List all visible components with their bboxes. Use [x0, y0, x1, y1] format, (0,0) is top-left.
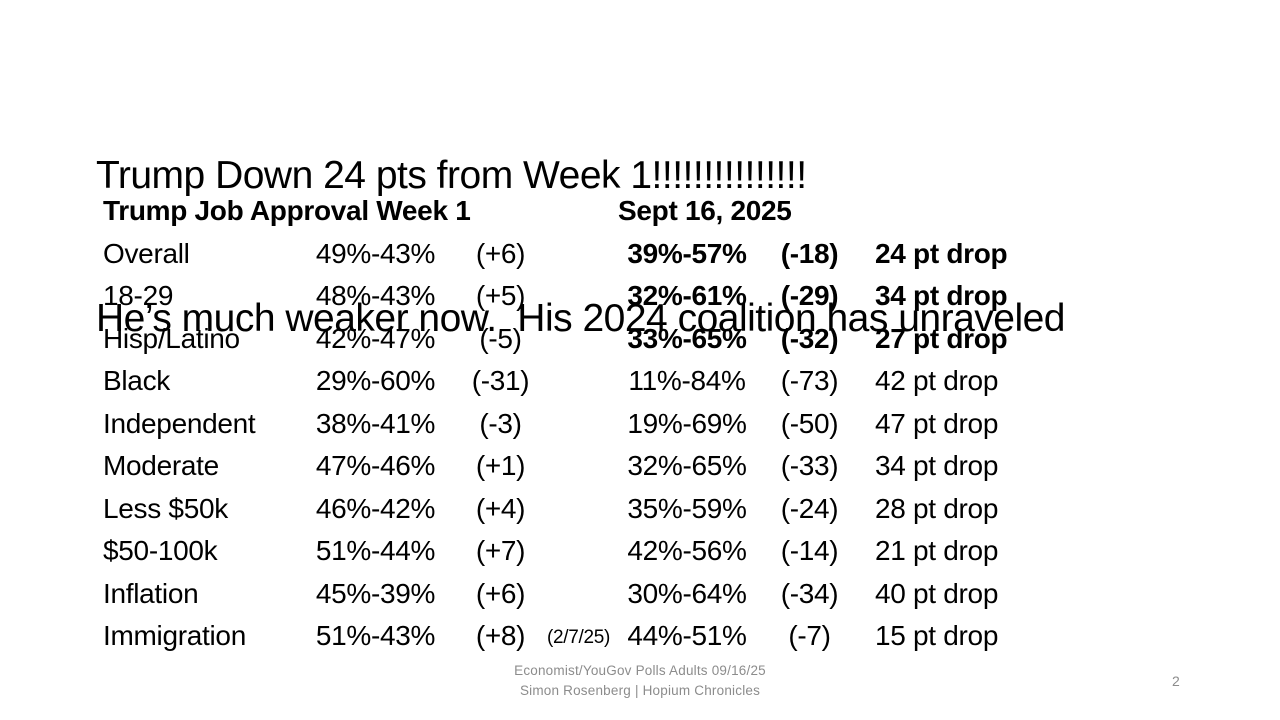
point-drop: 42 pt drop [875, 365, 999, 396]
sept16-score: 44%-51% [627, 620, 747, 651]
week1-score: 51%-44% [315, 535, 436, 566]
point-drop: 15 pt drop [875, 620, 999, 651]
sept16-margin: (-24) [780, 492, 839, 524]
week1-date-note [547, 488, 612, 531]
week1-score: 49%-43% [315, 237, 436, 269]
table-row: Hisp/Latino 42%-47% (-5) 33%-65% (-32) 2… [103, 318, 1018, 361]
sept16-score: 19%-69% [627, 407, 747, 439]
sept16-margin: (-34) [780, 577, 839, 609]
row-label: Inflation [103, 577, 199, 609]
row-label: Hisp/Latino [103, 322, 240, 354]
week1-date-note [547, 530, 612, 573]
sept16-score: 39%-57% [627, 237, 747, 269]
row-label: 18-29 [103, 280, 174, 311]
point-drop: 27 pt drop [875, 322, 1008, 354]
point-drop: 34 pt drop [875, 280, 1008, 311]
week1-margin: (-3) [479, 407, 522, 439]
week1-score: 29%-60% [315, 365, 436, 396]
row-label: Black [103, 365, 170, 396]
sept16-margin: (-18) [780, 237, 839, 269]
sept16-score: 33%-65% [627, 322, 747, 354]
week1-date-note [547, 360, 612, 403]
table-row: Immigration 51%-43% (+8) (2/7/25) 44%-51… [103, 615, 1018, 658]
title-line-1: Trump Down 24 pts from Week 1!!!!!!!!!!!… [96, 154, 807, 197]
week1-score: 45%-39% [315, 577, 436, 609]
sept16-margin: (-73) [780, 365, 839, 396]
week1-score: 46%-42% [315, 492, 436, 524]
week1-margin: (+7) [475, 535, 526, 566]
week1-margin: (+8) [475, 620, 526, 651]
slide-title: Trump Down 24 pts from Week 1!!!!!!!!!!!… [96, 57, 1066, 437]
week1-margin: (-31) [471, 365, 530, 396]
point-drop: 24 pt drop [875, 237, 1008, 269]
row-label: Independent [103, 407, 256, 439]
column-header-sept16: Sept 16, 2025 [618, 195, 792, 226]
week1-date-note [547, 275, 612, 318]
point-drop: 47 pt drop [875, 407, 999, 439]
table-row: Less $50k 46%-42% (+4) 35%-59% (-24) 28 … [103, 488, 1018, 531]
week1-score: 51%-43% [315, 620, 436, 651]
row-label: $50-100k [103, 535, 218, 566]
week1-margin: (+1) [475, 450, 526, 481]
column-header-week1: Trump Job Approval Week 1 [103, 195, 471, 226]
row-label: Less $50k [103, 492, 228, 524]
sept16-score: 35%-59% [627, 492, 747, 524]
point-drop: 28 pt drop [875, 492, 999, 524]
week1-date-note [547, 233, 612, 276]
sept16-score: 32%-65% [627, 450, 747, 481]
table-row: Black 29%-60% (-31) 11%-84% (-73) 42 pt … [103, 360, 1018, 403]
week1-margin: (+4) [475, 492, 526, 524]
point-drop: 21 pt drop [875, 535, 999, 566]
sept16-margin: (-29) [780, 280, 839, 311]
week1-date-note [547, 445, 612, 488]
approval-table: Trump Job Approval Week 1 Sept 16, 2025 … [103, 190, 1018, 658]
table-row: Inflation 45%-39% (+6) 30%-64% (-34) 40 … [103, 573, 1018, 616]
sept16-margin: (-50) [780, 407, 839, 439]
table-row: Moderate 47%-46% (+1) 32%-65% (-33) 34 p… [103, 445, 1018, 488]
table-row: 18-29 48%-43% (+5) 32%-61% (-29) 34 pt d… [103, 275, 1018, 318]
sept16-score: 11%-84% [628, 365, 746, 396]
table-row: Independent 38%-41% (-3) 19%-69% (-50) 4… [103, 403, 1018, 446]
week1-score: 48%-43% [315, 280, 436, 311]
slide-footer: Economist/YouGov Polls Adults 09/16/25 S… [0, 661, 1280, 701]
week1-date-note [547, 318, 612, 361]
table-row: $50-100k 51%-44% (+7) 42%-56% (-14) 21 p… [103, 530, 1018, 573]
week1-date-note [547, 403, 612, 446]
sept16-margin: (-14) [780, 535, 839, 566]
table-header-row: Trump Job Approval Week 1 Sept 16, 2025 [103, 190, 1018, 233]
week1-margin: (-5) [479, 322, 522, 354]
week1-score: 47%-46% [315, 450, 436, 481]
sept16-score: 30%-64% [627, 577, 747, 609]
sept16-score: 42%-56% [627, 535, 747, 566]
table-row: Overall 49%-43% (+6) 39%-57% (-18) 24 pt… [103, 233, 1018, 276]
week1-date-note [547, 573, 612, 616]
week1-date-note: (2/7/25) [547, 627, 611, 648]
sept16-margin: (-33) [780, 450, 839, 481]
row-label: Moderate [103, 450, 219, 481]
week1-margin: (+5) [475, 280, 526, 311]
footer-source-line: Economist/YouGov Polls Adults 09/16/25 [514, 663, 766, 678]
page-number: 2 [1172, 673, 1180, 689]
week1-score: 42%-47% [315, 322, 436, 354]
title-line-2: He’s much weaker now. His 2024 coalition… [96, 296, 1066, 340]
sept16-margin: (-7) [788, 620, 831, 651]
week1-score: 38%-41% [315, 407, 436, 439]
week1-margin: (+6) [475, 577, 526, 609]
row-label: Overall [103, 237, 190, 269]
footer-author-line: Simon Rosenberg | Hopium Chronicles [519, 683, 761, 698]
point-drop: 40 pt drop [875, 577, 999, 609]
point-drop: 34 pt drop [875, 450, 999, 481]
sept16-score: 32%-61% [627, 280, 747, 311]
week1-margin: (+6) [475, 237, 526, 269]
row-label: Immigration [103, 620, 246, 651]
sept16-margin: (-32) [780, 322, 839, 354]
